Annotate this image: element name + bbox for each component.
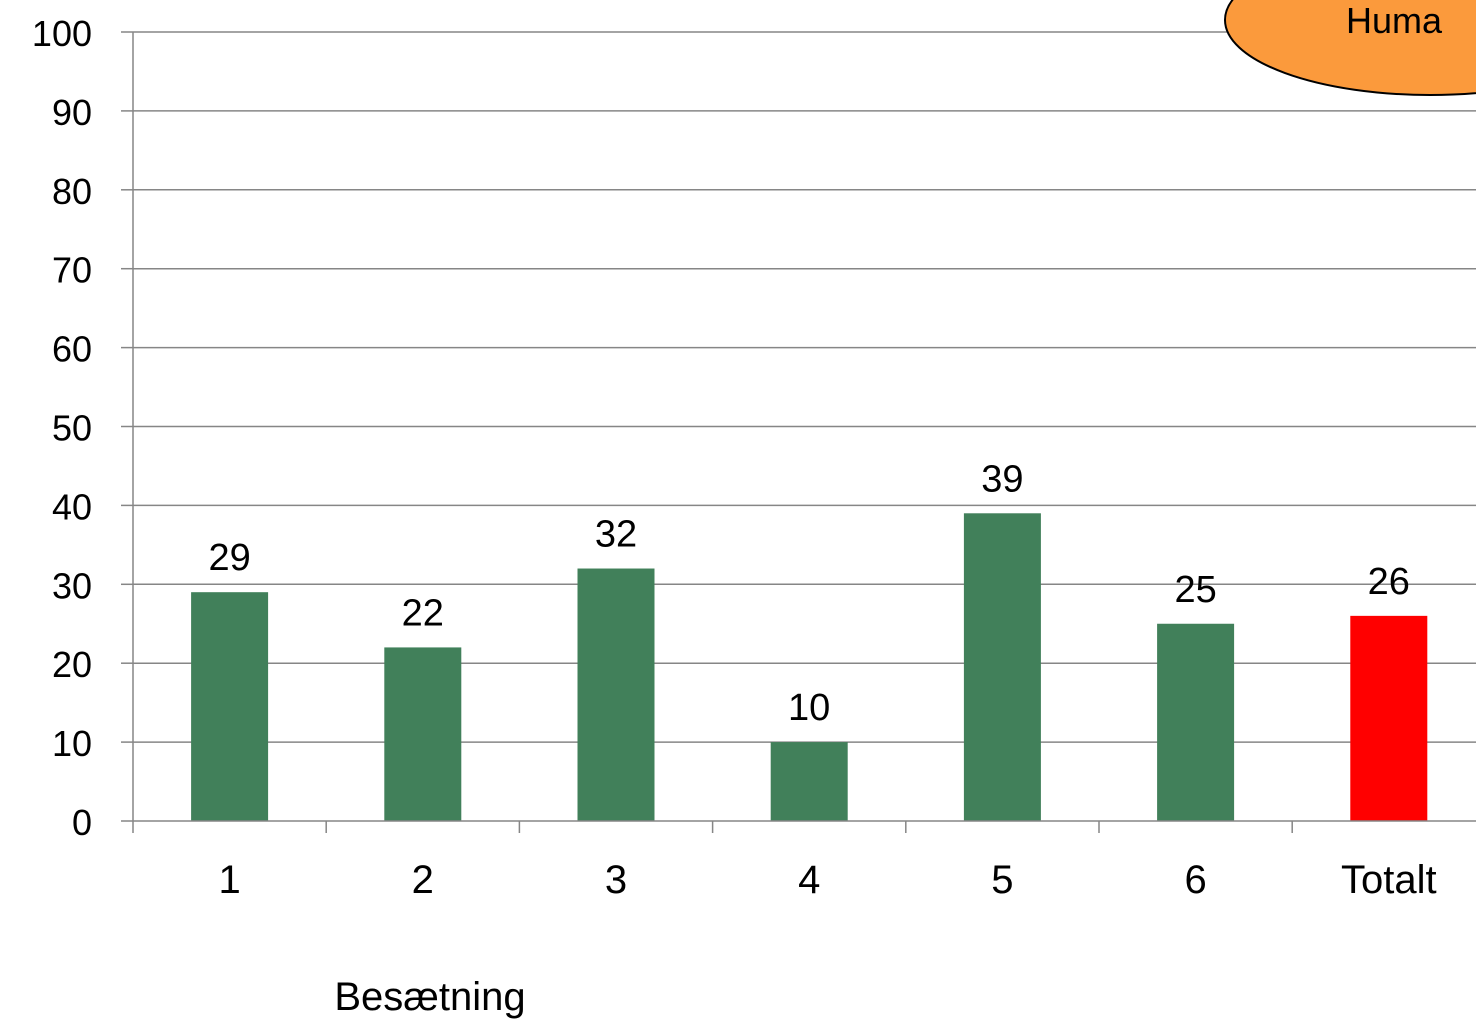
- bars: [191, 513, 1428, 821]
- data-label-6: 25: [1174, 569, 1216, 611]
- bar-4: [770, 742, 848, 821]
- y-tick-label-50: 50: [52, 408, 92, 449]
- data-label-2: 22: [402, 592, 444, 634]
- y-tick-label-0: 0: [72, 802, 92, 843]
- y-tick-label-100: 100: [32, 13, 92, 54]
- x-tick-label-6: 6: [1184, 858, 1206, 902]
- y-tick-label-80: 80: [52, 171, 92, 212]
- callout-bubble: Huma: [1224, 0, 1476, 96]
- callout-shape: [1224, 0, 1476, 96]
- y-tick-label-60: 60: [52, 329, 92, 370]
- y-tick-label-30: 30: [52, 565, 92, 606]
- data-labels: 29 22 32 10 39 25 26: [208, 458, 1409, 729]
- x-tick-label-totalt: Totalt: [1341, 858, 1437, 902]
- x-tick-label-3: 3: [605, 858, 627, 902]
- bar-2: [384, 647, 462, 821]
- y-tick-label-70: 70: [52, 250, 92, 291]
- bar-5: [963, 513, 1041, 821]
- y-tick-label-10: 10: [52, 723, 92, 764]
- data-label-5: 39: [981, 458, 1023, 500]
- callout-text: Huma: [1346, 0, 1443, 41]
- axes: 0 10 20 30 40 50 60 70 80 90 100 1 2 3 4 5 6 Totalt: [32, 13, 1476, 902]
- y-tick-label-20: 20: [52, 644, 92, 685]
- x-tick-label-4: 4: [798, 858, 820, 902]
- gridlines: [133, 31, 1476, 743]
- data-label-1: 29: [208, 537, 250, 579]
- x-tick-label-2: 2: [412, 858, 434, 902]
- data-label-totalt: 26: [1368, 561, 1410, 603]
- y-tick-label-90: 90: [52, 92, 92, 133]
- y-tick-label-40: 40: [52, 486, 92, 527]
- bar-1: [191, 592, 269, 821]
- bar-totalt: [1350, 615, 1428, 821]
- bar-3: [577, 568, 655, 821]
- x-tick-label-1: 1: [218, 858, 240, 902]
- bar-6: [1157, 623, 1235, 821]
- x-tick-label-5: 5: [991, 858, 1013, 902]
- x-axis-title: Besætning: [334, 975, 525, 1019]
- data-label-4: 10: [788, 687, 830, 729]
- data-label-3: 32: [595, 514, 637, 556]
